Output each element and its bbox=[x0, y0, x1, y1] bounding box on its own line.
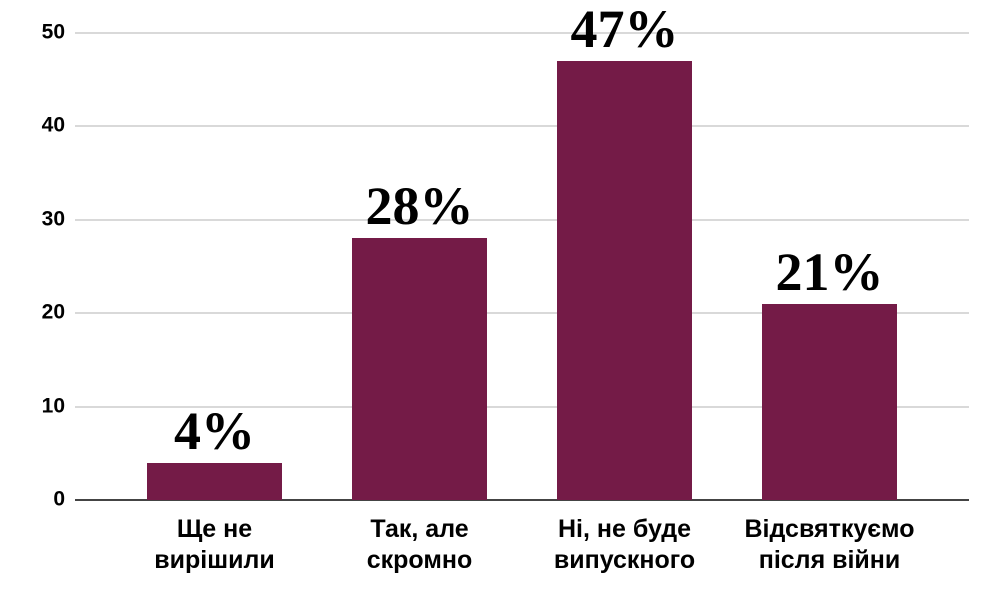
y-axis-tick-label: 0 bbox=[53, 487, 65, 511]
bar bbox=[557, 61, 692, 500]
gridline bbox=[75, 125, 969, 128]
bar-value-label: 47% bbox=[570, 0, 679, 59]
bar-value-label: 21% bbox=[775, 242, 884, 302]
x-axis-category-label: Ні, не буде випускного bbox=[553, 515, 696, 574]
y-axis-tick-label: 10 bbox=[41, 394, 65, 418]
x-axis-category-label: Ще не вирішили bbox=[154, 515, 275, 574]
bar bbox=[147, 463, 282, 500]
y-axis-tick-label: 20 bbox=[41, 300, 65, 324]
y-axis-tick-label: 40 bbox=[41, 114, 65, 138]
gridline bbox=[75, 32, 969, 34]
plot-area: 0 10 20 30 40 50 4% Ще не вирішили 28% Так, але с… bbox=[42, 2, 969, 574]
y-axis-tick-label: 50 bbox=[41, 20, 65, 44]
x-axis-category-label: Так, але скромно bbox=[366, 515, 473, 574]
gridline bbox=[75, 405, 969, 408]
x-axis-line bbox=[75, 499, 969, 501]
gridline bbox=[75, 218, 969, 221]
bar bbox=[762, 304, 897, 500]
y-axis-tick-label: 30 bbox=[41, 207, 65, 231]
bar bbox=[352, 238, 487, 500]
bar-value-label: 4% bbox=[174, 401, 255, 461]
x-axis-category-label: Відсвяткуємо після війни bbox=[744, 515, 915, 574]
bar-value-label: 28% bbox=[365, 176, 474, 236]
gridline bbox=[75, 312, 969, 315]
